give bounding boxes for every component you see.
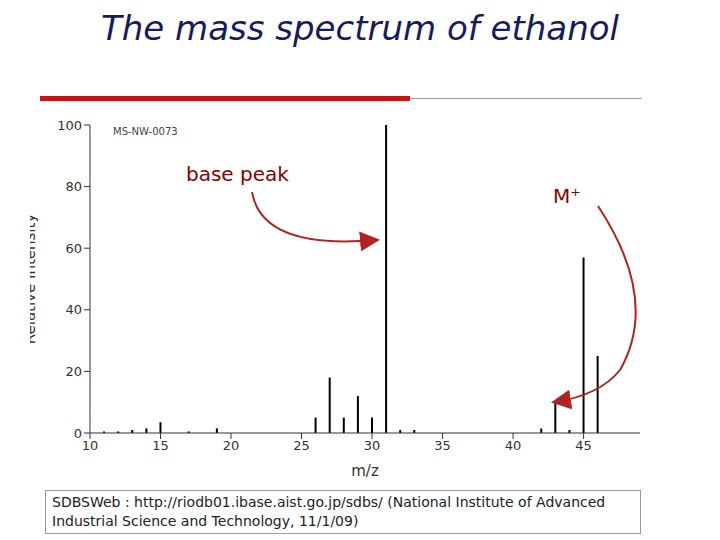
html-text:The mass spectrum of ethanol: The mass spectrum of ethanol xyxy=(101,8,619,48)
svg-text:35: 35 xyxy=(434,438,451,453)
svg-text:0: 0 xyxy=(74,426,82,441)
svg-text:30: 30 xyxy=(364,438,381,453)
svg-text:25: 25 xyxy=(293,438,310,453)
svg-text:20: 20 xyxy=(223,438,240,453)
svg-text:20: 20 xyxy=(65,364,82,379)
svg-text:80: 80 xyxy=(65,179,82,194)
svg-text:60: 60 xyxy=(65,241,82,256)
svg-text:Relative Intensity: Relative Intensity xyxy=(30,214,39,345)
svg-text:10: 10 xyxy=(82,438,99,453)
svg-text:40: 40 xyxy=(65,302,82,317)
html-text:SDBSWeb : http://riodb01.ibase: SDBSWeb : http://riodb01.ibase.aist.go.j… xyxy=(52,494,606,529)
html-text:M⁺: M⁺ xyxy=(553,184,581,208)
svg-text:45: 45 xyxy=(575,438,592,453)
html-text:base peak: base peak xyxy=(186,162,289,186)
svg-text:15: 15 xyxy=(152,438,169,453)
html-text:MS-NW-0073: MS-NW-0073 xyxy=(113,126,178,137)
svg-text:40: 40 xyxy=(505,438,522,453)
svg-text:100: 100 xyxy=(57,118,82,133)
svg-text:m/z: m/z xyxy=(351,462,379,478)
